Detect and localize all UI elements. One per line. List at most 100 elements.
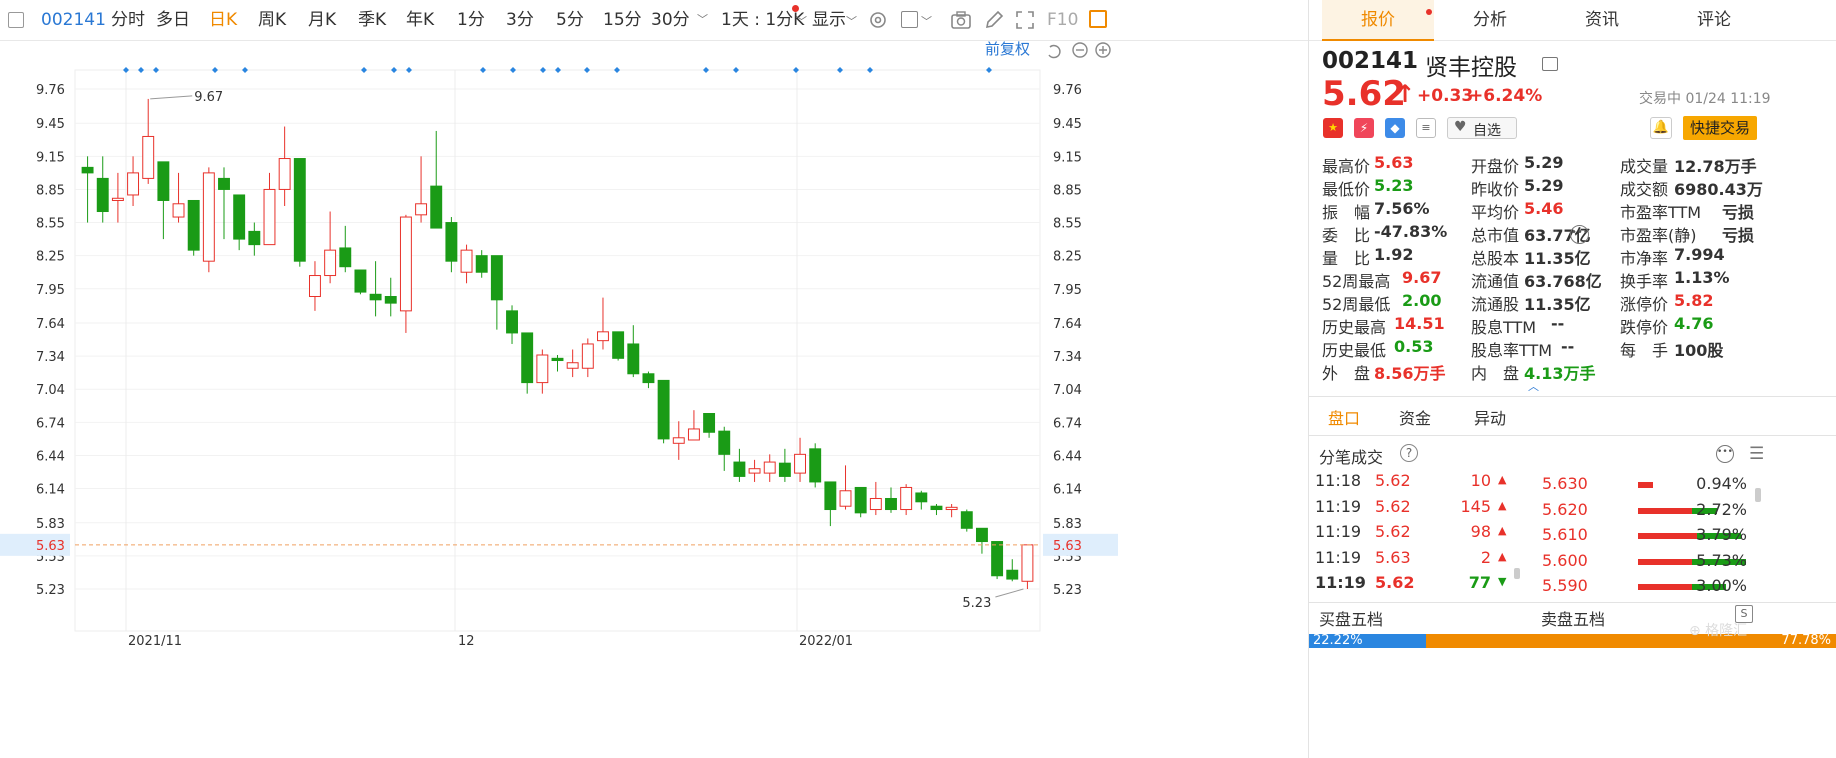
zoom-out-icon[interactable]: [1072, 42, 1088, 58]
detail-tab[interactable]: 盘口: [1328, 409, 1361, 428]
settings-icon[interactable]: [868, 10, 888, 30]
bell-icon[interactable]: 🔔: [1650, 117, 1672, 139]
event-marker[interactable]: [614, 67, 620, 73]
event-marker[interactable]: [391, 67, 397, 73]
candle[interactable]: [794, 437, 806, 482]
candle[interactable]: [839, 465, 852, 510]
event-marker[interactable]: [540, 67, 546, 73]
candle[interactable]: [263, 172, 276, 246]
candle[interactable]: [854, 486, 867, 518]
candle[interactable]: [1006, 559, 1019, 582]
candle[interactable]: [81, 156, 94, 223]
candle[interactable]: [551, 355, 564, 372]
timeframe-tab[interactable]: 周K: [258, 10, 287, 30]
candle[interactable]: [293, 158, 306, 267]
event-marker[interactable]: [986, 67, 992, 73]
candle[interactable]: [733, 448, 746, 482]
candle[interactable]: [642, 371, 655, 389]
candle[interactable]: [748, 459, 761, 482]
help-icon[interactable]: ?: [1400, 444, 1418, 462]
panel-tab[interactable]: 评论: [1697, 10, 1731, 30]
add-watchlist-button[interactable]: ♥ 自选: [1447, 117, 1517, 139]
scrollbar[interactable]: [1514, 568, 1520, 579]
event-marker[interactable]: [212, 67, 218, 73]
event-marker[interactable]: [733, 67, 739, 73]
candle[interactable]: [627, 325, 640, 378]
candle[interactable]: [900, 484, 913, 516]
candle[interactable]: [415, 156, 428, 223]
candle[interactable]: [445, 217, 458, 273]
candle[interactable]: [945, 504, 958, 518]
list-icon[interactable]: ☰: [1749, 444, 1765, 464]
kline-chart[interactable]: 9.76 9.76 9.45 9.45 9.15 9.15 8.85 8.85 8.55 8.55…: [0, 41, 1118, 758]
event-marker[interactable]: [584, 67, 590, 73]
zoom-in-icon[interactable]: [1095, 42, 1111, 58]
candle[interactable]: [703, 413, 716, 438]
event-marker[interactable]: [406, 67, 412, 73]
candle[interactable]: [930, 504, 943, 516]
candle[interactable]: [172, 172, 185, 223]
note-icon[interactable]: ≡: [1416, 118, 1436, 138]
candle[interactable]: [339, 225, 352, 273]
event-marker[interactable]: [555, 67, 561, 73]
layout-icon[interactable]: [1542, 57, 1558, 71]
event-marker[interactable]: [153, 67, 159, 73]
candle[interactable]: [111, 172, 124, 223]
timeframe-tab[interactable]: 3分: [506, 10, 534, 30]
candle[interactable]: [672, 421, 685, 460]
candle[interactable]: [718, 426, 731, 471]
candle[interactable]: [399, 214, 412, 333]
candle[interactable]: [506, 305, 518, 344]
candle[interactable]: [991, 541, 1004, 580]
candle[interactable]: [869, 481, 882, 516]
candle[interactable]: [218, 167, 230, 240]
timeframe-tab[interactable]: 分时: [111, 10, 145, 30]
timeframe-tab[interactable]: 日K: [209, 10, 238, 30]
event-marker[interactable]: [837, 67, 843, 73]
candle[interactable]: [657, 379, 670, 444]
event-marker[interactable]: [703, 67, 709, 73]
panel-tab[interactable]: 分析: [1473, 10, 1507, 30]
candle[interactable]: [521, 332, 534, 394]
panel-tab[interactable]: 资讯: [1585, 10, 1619, 30]
more-options-icon[interactable]: •••: [1570, 225, 1589, 244]
detail-tab[interactable]: 资金: [1399, 409, 1432, 428]
chevron-down-icon[interactable]: ﹀: [796, 15, 807, 28]
pencil-icon[interactable]: [984, 10, 1004, 30]
checkbox-icon[interactable]: [901, 11, 918, 28]
panel-toggle-icon[interactable]: [1089, 10, 1107, 28]
candle[interactable]: [612, 331, 625, 361]
reset-icon[interactable]: [1048, 44, 1061, 59]
timeframe-tab[interactable]: 月K: [308, 10, 337, 30]
f10-button[interactable]: F10: [1047, 10, 1079, 30]
candle[interactable]: [915, 490, 928, 510]
candle[interactable]: [687, 410, 700, 441]
timeframe-tab[interactable]: 多日: [156, 10, 190, 30]
adjust-select[interactable]: 前复权: [985, 41, 1030, 58]
event-marker[interactable]: [510, 67, 516, 73]
event-marker[interactable]: [242, 67, 248, 73]
timeframe-tab[interactable]: 15分: [603, 10, 642, 30]
candle[interactable]: [187, 199, 200, 256]
sidebar-toggle-icon[interactable]: [8, 12, 24, 28]
candle[interactable]: [460, 244, 473, 284]
chevron-down-icon[interactable]: ﹀: [697, 13, 708, 26]
candle[interactable]: [96, 156, 109, 223]
candle[interactable]: [157, 161, 170, 240]
event-marker[interactable]: [793, 67, 799, 73]
chevron-down-icon[interactable]: ﹀: [846, 15, 857, 28]
timeframe-tab[interactable]: 季K: [358, 10, 387, 30]
candle[interactable]: [778, 448, 791, 482]
event-marker[interactable]: [867, 67, 873, 73]
candle[interactable]: [824, 481, 837, 527]
timeframe-tab[interactable]: 30分: [651, 10, 690, 30]
candle[interactable]: [324, 211, 337, 284]
candle[interactable]: [278, 126, 291, 206]
tag-icon[interactable]: ◆: [1385, 118, 1405, 138]
candle[interactable]: [885, 487, 897, 513]
candle[interactable]: [490, 255, 503, 330]
candle[interactable]: [369, 261, 382, 317]
period-select[interactable]: 1天 : 1分K: [721, 10, 805, 30]
candle[interactable]: [233, 194, 246, 251]
quick-trade-button[interactable]: 快捷交易: [1683, 116, 1757, 140]
